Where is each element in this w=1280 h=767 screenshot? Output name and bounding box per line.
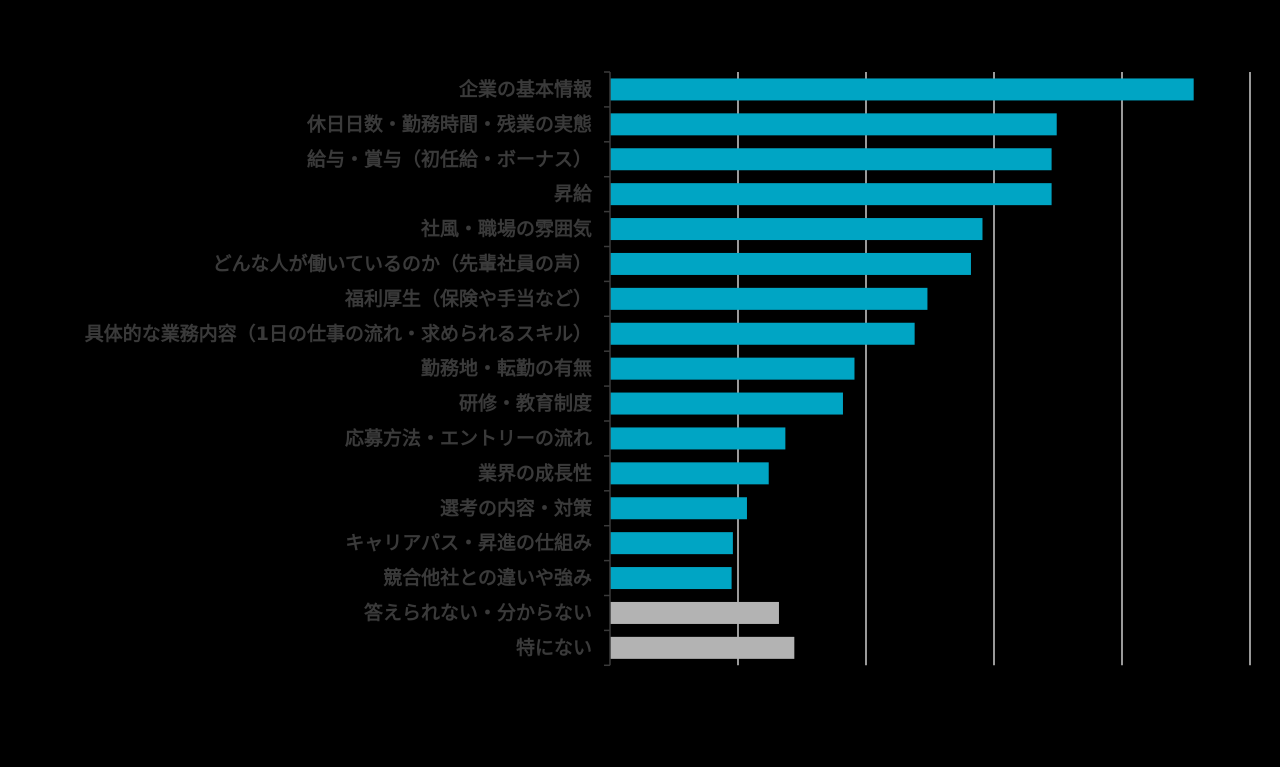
category-label: 選考の内容・対策 xyxy=(440,496,593,519)
bars xyxy=(610,78,1194,659)
bar xyxy=(610,183,1052,206)
bar xyxy=(610,78,1194,101)
bar xyxy=(610,392,843,415)
category-label: キャリアパス・昇進の仕組み xyxy=(345,531,592,554)
category-label: 勤務地・転勤の有無 xyxy=(421,357,592,380)
category-label: 研修・教育制度 xyxy=(459,392,593,415)
bar xyxy=(610,218,983,241)
category-label: 社風・職場の雰囲気 xyxy=(420,217,592,240)
category-label: 休日日数・勤務時間・残業の実態 xyxy=(306,112,592,135)
bar xyxy=(610,497,747,520)
bar xyxy=(610,148,1052,171)
bar xyxy=(610,322,915,345)
bar xyxy=(610,287,928,310)
bar xyxy=(610,427,786,450)
bar xyxy=(610,601,779,624)
bar xyxy=(610,357,855,380)
category-label: 企業の基本情報 xyxy=(458,77,593,100)
category-label: 競合他社との違いや強み xyxy=(383,566,592,589)
bar xyxy=(610,636,795,659)
category-label: 答えられない・分からない xyxy=(364,601,592,624)
category-label: 応募方法・エントリーの流れ xyxy=(345,426,592,449)
bar xyxy=(610,532,733,555)
category-label: 給与・賞与（初任給・ボーナス） xyxy=(307,147,592,170)
category-label: どんな人が働いているのか（先輩社員の声） xyxy=(213,252,592,275)
category-label: 昇給 xyxy=(554,182,593,205)
category-label: 具体的な業務内容（1日の仕事の流れ・求められるスキル） xyxy=(85,322,592,345)
category-label: 福利厚生（保険や手当など） xyxy=(344,287,592,310)
bar xyxy=(610,113,1057,136)
bar xyxy=(610,567,732,590)
category-label: 業界の成長性 xyxy=(477,461,592,484)
category-label: 特にない xyxy=(516,637,592,659)
bar xyxy=(610,462,769,485)
gridlines xyxy=(737,72,1251,666)
y-axis xyxy=(604,71,611,667)
bar xyxy=(610,252,971,275)
